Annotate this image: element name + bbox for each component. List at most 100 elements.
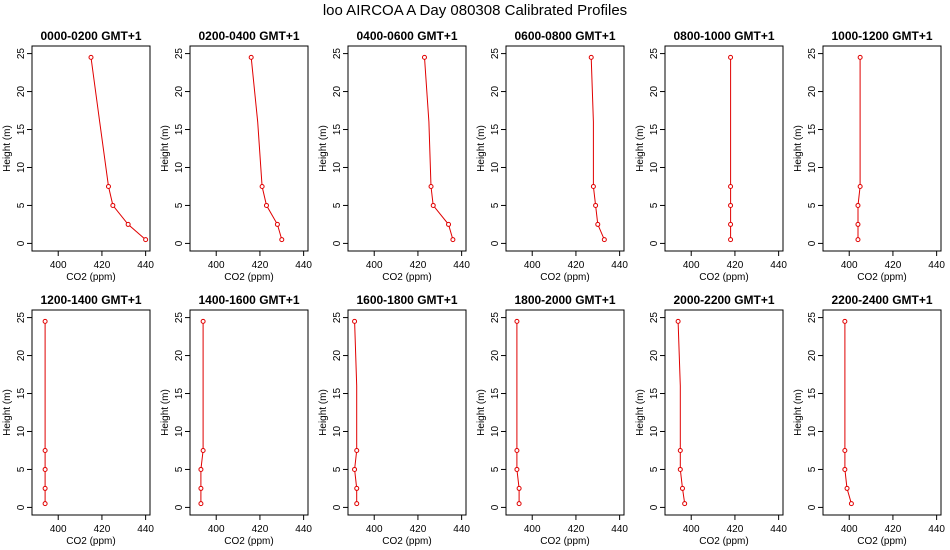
data-point bbox=[450, 237, 456, 243]
data-point bbox=[514, 466, 520, 472]
y-tick-label: 5 bbox=[174, 466, 185, 472]
panel-title: 0800-1000 GMT+1 bbox=[673, 29, 774, 43]
data-point bbox=[88, 54, 94, 60]
profile-panel: 1600-1800 GMT+1 0 5 10 15 20 25 400 420 440 CO2 (p… bbox=[318, 293, 470, 547]
y-axis-label: Height (m) bbox=[635, 125, 646, 172]
data-point bbox=[677, 447, 683, 453]
y-tick-label: 15 bbox=[174, 124, 185, 136]
plot-frame bbox=[31, 45, 151, 252]
data-point bbox=[516, 485, 522, 491]
y-tick-label: 10 bbox=[490, 425, 501, 437]
x-tick-label: 440 bbox=[928, 260, 945, 271]
y-tick-label: 0 bbox=[174, 240, 185, 246]
x-tick-label: 420 bbox=[568, 524, 585, 535]
panel-title: 1400-1600 GMT+1 bbox=[198, 293, 299, 307]
y-tick-label: 25 bbox=[649, 48, 660, 60]
data-point bbox=[279, 237, 285, 243]
y-tick-label: 20 bbox=[490, 350, 501, 362]
data-point bbox=[200, 447, 206, 453]
y-tick-label: 10 bbox=[649, 425, 660, 437]
x-tick-label: 440 bbox=[453, 260, 470, 271]
profile-panel: 1200-1400 GMT+1 0 5 10 15 20 25 400 420 440 CO2 (p… bbox=[2, 293, 154, 547]
y-tick-label: 0 bbox=[490, 240, 501, 246]
data-point bbox=[198, 501, 204, 507]
x-tick-label: 440 bbox=[137, 524, 154, 535]
x-tick-label: 420 bbox=[94, 260, 111, 271]
panel-title: 0000-0200 GMT+1 bbox=[40, 29, 141, 43]
y-tick-label: 15 bbox=[490, 124, 501, 136]
plot-frame bbox=[664, 309, 784, 516]
data-point bbox=[677, 466, 683, 472]
data-point bbox=[601, 237, 607, 243]
x-axis-label: CO2 (ppm) bbox=[699, 272, 748, 283]
y-axis-label: Height (m) bbox=[160, 389, 171, 436]
x-tick-label: 420 bbox=[885, 524, 902, 535]
x-tick-label: 440 bbox=[611, 524, 628, 535]
plot-frame bbox=[822, 309, 942, 516]
x-tick-label: 400 bbox=[366, 260, 383, 271]
x-axis-label: CO2 (ppm) bbox=[224, 272, 273, 283]
data-point bbox=[514, 318, 520, 324]
x-tick-label: 420 bbox=[410, 524, 427, 535]
data-point bbox=[855, 237, 861, 243]
y-tick-label: 25 bbox=[174, 48, 185, 60]
y-tick-label: 5 bbox=[807, 202, 818, 208]
profile-panel: 1800-2000 GMT+1 0 5 10 15 20 25 400 420 440 CO2 (p… bbox=[476, 293, 628, 547]
y-tick-label: 10 bbox=[16, 161, 27, 173]
profile-panel: 0200-0400 GMT+1 0 5 10 15 20 25 400 420 440 CO2 (p… bbox=[160, 29, 312, 283]
x-tick-label: 400 bbox=[683, 260, 700, 271]
data-point bbox=[198, 466, 204, 472]
y-tick-label: 0 bbox=[16, 504, 27, 510]
x-tick-label: 440 bbox=[928, 524, 945, 535]
profile-line bbox=[590, 57, 605, 240]
y-tick-label: 10 bbox=[174, 161, 185, 173]
data-point bbox=[263, 202, 269, 208]
x-axis-label: CO2 (ppm) bbox=[224, 536, 273, 547]
y-tick-label: 15 bbox=[174, 388, 185, 400]
data-point bbox=[728, 54, 734, 60]
y-tick-label: 10 bbox=[16, 425, 27, 437]
panel-title: 1800-2000 GMT+1 bbox=[514, 293, 615, 307]
y-tick-label: 0 bbox=[807, 504, 818, 510]
panel-title: 1200-1400 GMT+1 bbox=[40, 293, 141, 307]
plot-frame bbox=[31, 309, 151, 516]
y-tick-label: 0 bbox=[490, 504, 501, 510]
data-point bbox=[857, 54, 863, 60]
y-tick-label: 20 bbox=[807, 86, 818, 98]
y-axis-label: Height (m) bbox=[318, 125, 329, 172]
x-tick-label: 400 bbox=[50, 524, 67, 535]
y-tick-label: 5 bbox=[332, 466, 343, 472]
panel-title: 2200-2400 GMT+1 bbox=[831, 293, 932, 307]
profile-panel: 2000-2200 GMT+1 0 5 10 15 20 25 400 420 440 CO2 (p… bbox=[635, 293, 787, 547]
x-axis-label: CO2 (ppm) bbox=[857, 536, 906, 547]
profile-panel: 1000-1200 GMT+1 0 5 10 15 20 25 400 420 440 CO2 (p… bbox=[793, 29, 945, 283]
x-tick-label: 440 bbox=[770, 260, 787, 271]
x-axis-label: CO2 (ppm) bbox=[382, 536, 431, 547]
y-tick-label: 0 bbox=[649, 240, 660, 246]
y-tick-label: 20 bbox=[332, 350, 343, 362]
data-point bbox=[198, 485, 204, 491]
y-axis-label: Height (m) bbox=[476, 125, 487, 172]
x-tick-label: 440 bbox=[295, 260, 312, 271]
y-tick-label: 0 bbox=[649, 504, 660, 510]
data-point bbox=[728, 202, 734, 208]
data-point bbox=[855, 202, 861, 208]
y-tick-label: 5 bbox=[490, 202, 501, 208]
y-tick-label: 10 bbox=[490, 161, 501, 173]
x-axis-label: CO2 (ppm) bbox=[540, 272, 589, 283]
panel-title: 1600-1800 GMT+1 bbox=[356, 293, 457, 307]
profile-panel: 2200-2400 GMT+1 0 5 10 15 20 25 400 420 440 CO2 (p… bbox=[793, 293, 945, 547]
plot-frame bbox=[664, 45, 784, 252]
data-point bbox=[728, 183, 734, 189]
y-tick-label: 15 bbox=[649, 124, 660, 136]
y-tick-label: 20 bbox=[807, 350, 818, 362]
y-tick-label: 20 bbox=[649, 350, 660, 362]
profile-line bbox=[354, 321, 358, 504]
x-tick-label: 440 bbox=[295, 524, 312, 535]
data-point bbox=[430, 202, 436, 208]
y-tick-label: 15 bbox=[490, 388, 501, 400]
profile-line bbox=[516, 321, 520, 504]
x-axis-label: CO2 (ppm) bbox=[699, 536, 748, 547]
plot-frame bbox=[505, 309, 625, 516]
profile-line bbox=[857, 57, 861, 240]
